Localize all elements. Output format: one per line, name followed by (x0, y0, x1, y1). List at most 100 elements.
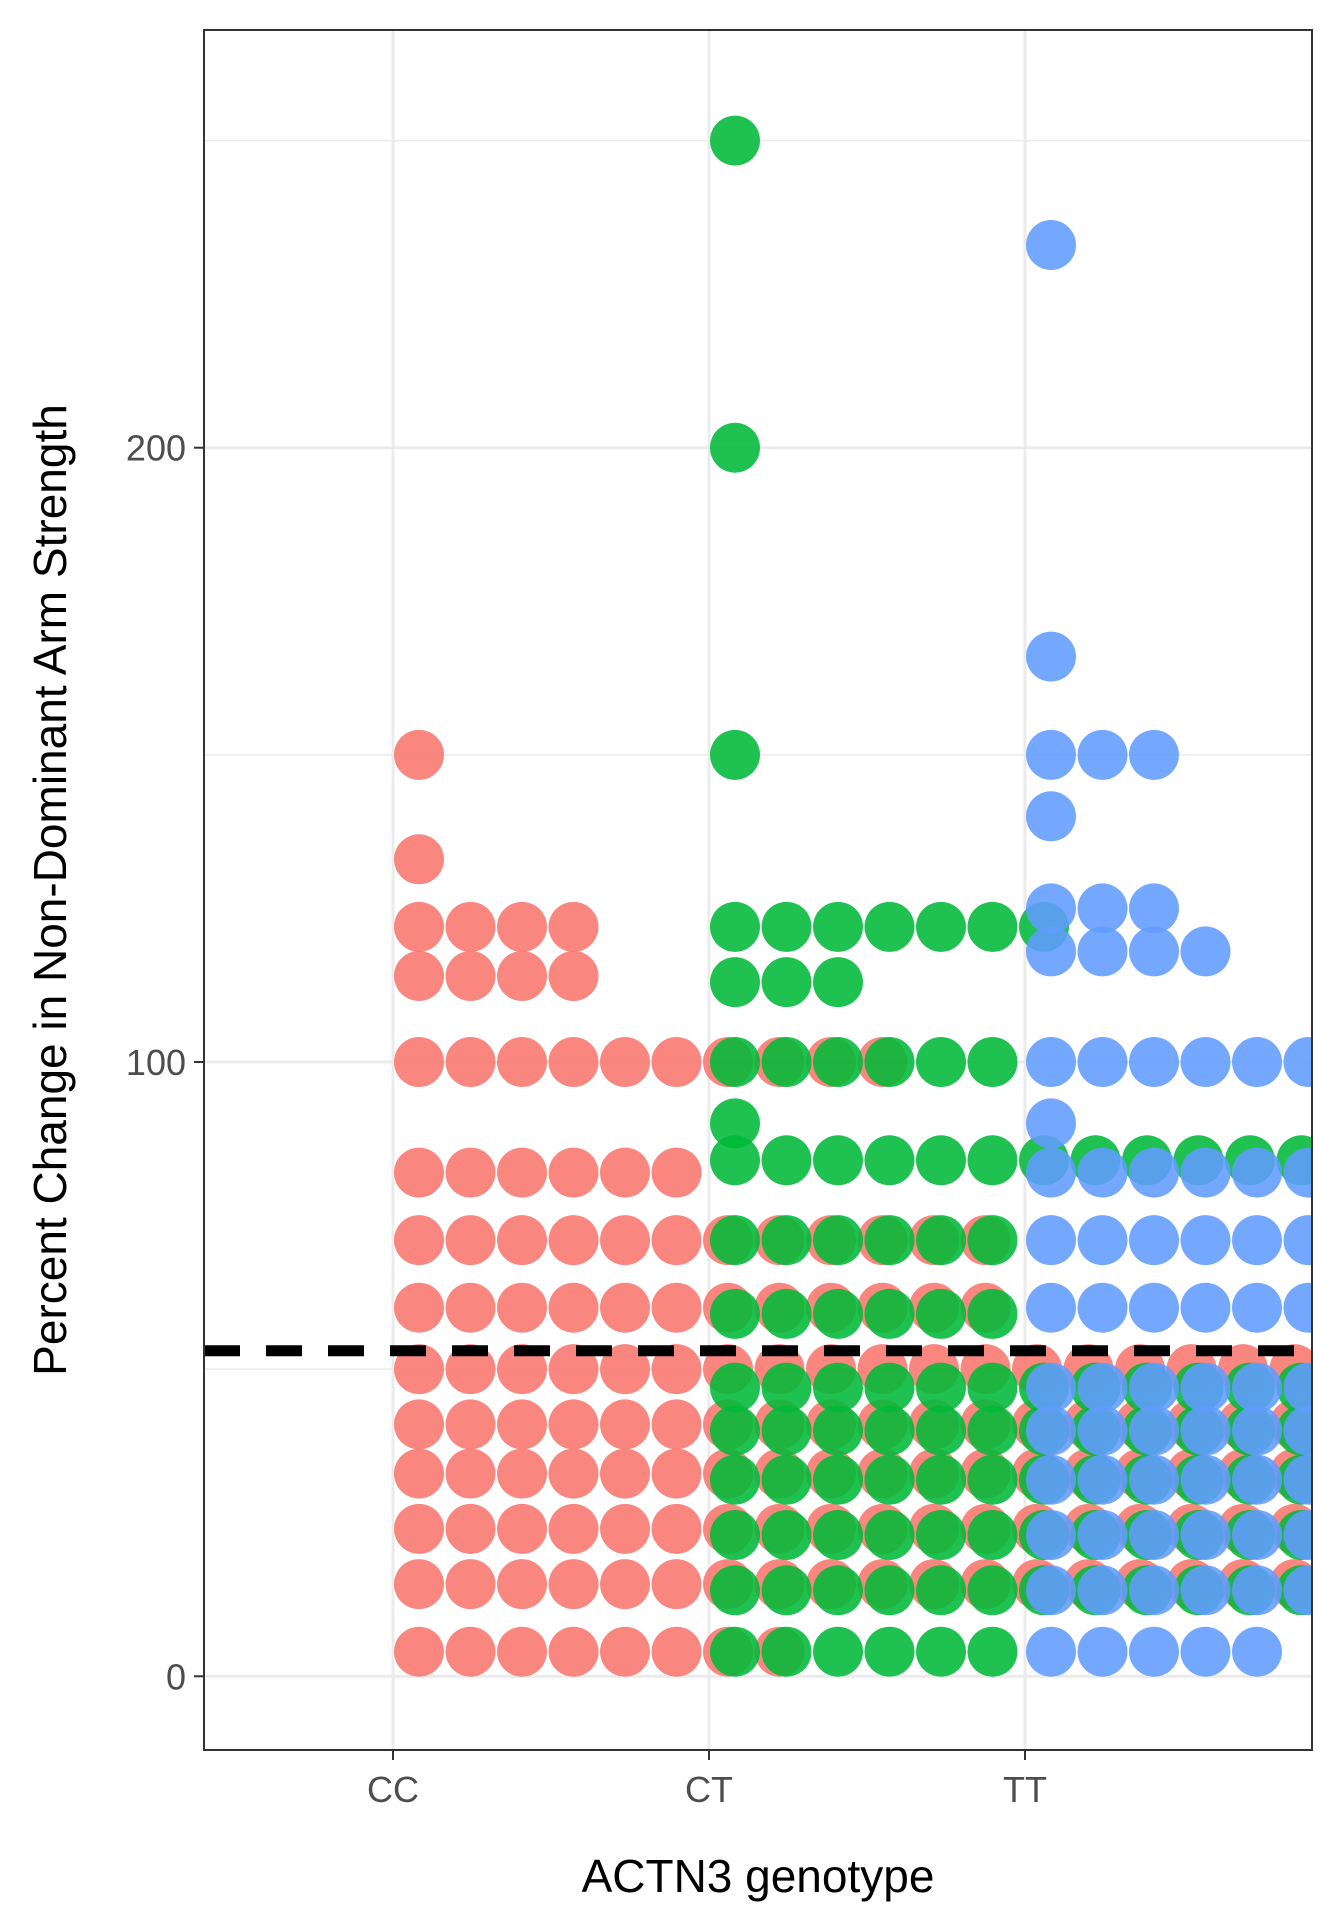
dot-CT (916, 1135, 966, 1186)
dot-CT (761, 1215, 812, 1266)
dot-CT (761, 1288, 812, 1339)
dot-CC (445, 1037, 496, 1087)
dot-CC (548, 951, 599, 1001)
dot-layer (394, 115, 1312, 1677)
x-tick-label-CT: CT (685, 1769, 733, 1810)
dot-CC (394, 1147, 444, 1198)
dot-CC (394, 1037, 444, 1087)
dot-CC (548, 1448, 599, 1499)
y-tick-label: 0 (166, 1656, 186, 1697)
dot-CC (497, 901, 547, 952)
dot-TT (1180, 1626, 1231, 1677)
dot-TT (1077, 1147, 1128, 1198)
dot-CT (710, 1510, 760, 1560)
dot-CC (497, 1626, 547, 1677)
dot-TT (1180, 1454, 1231, 1505)
dot-CC (497, 1215, 547, 1266)
dot-CC (394, 1344, 444, 1395)
dot-TT (1129, 1626, 1179, 1677)
dot-TT (1077, 1405, 1128, 1456)
dot-TT (1026, 1215, 1076, 1266)
dot-CT (916, 1362, 966, 1413)
dot-CC (394, 729, 444, 780)
dot-CC (651, 1344, 702, 1395)
dot-CT (864, 901, 915, 952)
dot-CT (710, 1362, 760, 1413)
dot-CC (445, 1344, 496, 1395)
dot-TT (1232, 1282, 1282, 1333)
dot-CC (394, 901, 444, 952)
dot-CC (548, 1399, 599, 1450)
dot-CT (864, 1454, 915, 1505)
dot-CT (864, 1405, 915, 1456)
dot-TT (1129, 1362, 1179, 1413)
dot-CT (916, 1037, 966, 1087)
dot-TT (1129, 729, 1179, 780)
dot-CT (864, 1565, 915, 1616)
dot-TT (1129, 1565, 1179, 1616)
x-axis: CC CT TT (367, 1750, 1047, 1810)
dot-TT (1129, 1282, 1179, 1333)
dot-CT (710, 901, 760, 952)
dot-CT (967, 1215, 1018, 1266)
dot-CC (394, 951, 444, 1001)
dot-TT (1180, 926, 1231, 977)
dot-TT (1077, 1037, 1128, 1087)
dot-TT (1283, 1362, 1312, 1413)
dot-CC (651, 1448, 702, 1499)
dot-CT (813, 901, 863, 952)
dot-CC (600, 1399, 650, 1450)
dot-CC (651, 1559, 702, 1610)
dot-CC (445, 1503, 496, 1554)
dot-CT (761, 1510, 812, 1560)
dot-TT (1180, 1282, 1231, 1333)
dot-CT (916, 901, 966, 952)
dot-CT (710, 1098, 760, 1149)
dot-CC (394, 1559, 444, 1610)
dot-TT (1232, 1626, 1282, 1677)
dot-CC (548, 1559, 599, 1610)
dot-CT (710, 1405, 760, 1456)
dot-CT (710, 1037, 760, 1087)
dot-TT (1283, 1405, 1312, 1456)
dot-CT (813, 1135, 863, 1186)
dot-TT (1129, 1510, 1179, 1560)
dot-TT (1129, 926, 1179, 977)
dot-CT (967, 1288, 1018, 1339)
dot-CT (967, 1510, 1018, 1560)
dot-CT (761, 1565, 812, 1616)
dot-CC (600, 1037, 650, 1087)
dot-CT (761, 1362, 812, 1413)
dot-CT (864, 1288, 915, 1339)
dot-CT (864, 1215, 915, 1266)
dot-CT (967, 1626, 1018, 1677)
dot-CT (813, 1288, 863, 1339)
dot-TT (1077, 926, 1128, 977)
dot-CC (548, 1147, 599, 1198)
dot-CT (761, 1037, 812, 1087)
dot-CC (445, 1215, 496, 1266)
dot-TT (1283, 1565, 1312, 1616)
dot-TT (1180, 1510, 1231, 1560)
dot-CC (445, 951, 496, 1001)
dot-TT (1180, 1405, 1231, 1456)
dot-TT (1232, 1147, 1282, 1198)
dot-CT (813, 1215, 863, 1266)
dot-CT (761, 1454, 812, 1505)
dot-CC (548, 1503, 599, 1554)
dot-CT (761, 1405, 812, 1456)
dot-CC (394, 834, 444, 885)
panel-border (203, 29, 1313, 1751)
dot-TT (1077, 1282, 1128, 1333)
dot-CC (497, 1559, 547, 1610)
dot-CT (710, 1626, 760, 1677)
dot-TT (1283, 1454, 1312, 1505)
dot-TT (1232, 1215, 1282, 1266)
x-tick-label-TT: TT (1003, 1769, 1047, 1810)
dot-CC (497, 1448, 547, 1499)
dot-CC (600, 1215, 650, 1266)
dot-CT (813, 1510, 863, 1560)
dot-CC (548, 1344, 599, 1395)
dot-CT (813, 1454, 863, 1505)
